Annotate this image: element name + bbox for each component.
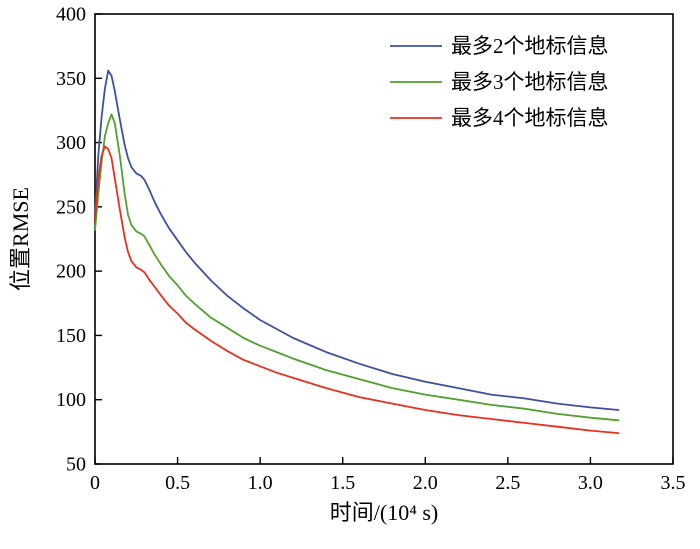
series-line-0 <box>94 69 620 411</box>
y-tick-label: 400 <box>56 4 86 26</box>
x-tick-label: 2.0 <box>413 472 438 494</box>
y-axis-label: 位置RMSE <box>8 187 33 291</box>
x-axis-label: 时间/(10⁴ s) <box>330 500 439 525</box>
y-tick-label: 100 <box>56 389 86 411</box>
y-tick-label: 250 <box>56 196 86 218</box>
legend-label-2: 最多4个地标信息 <box>451 106 609 130</box>
y-tick-label: 200 <box>56 261 86 283</box>
x-tick-label: 1.0 <box>248 472 273 494</box>
legend-label-1: 最多3个地标信息 <box>451 70 609 94</box>
y-tick-label: 50 <box>66 454 86 476</box>
plot-frame <box>94 13 674 465</box>
series-line-2 <box>94 145 620 435</box>
x-tick-label: 0.5 <box>165 472 190 494</box>
y-tick-label: 150 <box>56 325 86 347</box>
legend-label-0: 最多2个地标信息 <box>451 34 609 58</box>
x-tick-label: 2.5 <box>495 472 520 494</box>
x-tick-label: 3.0 <box>578 472 603 494</box>
series-line-1 <box>94 113 620 422</box>
y-tick-label: 350 <box>56 68 86 90</box>
x-tick-label: 0 <box>90 472 100 494</box>
x-tick-label: 3.5 <box>661 472 686 494</box>
y-tick-label: 300 <box>56 132 86 154</box>
x-tick-label: 1.5 <box>330 472 355 494</box>
